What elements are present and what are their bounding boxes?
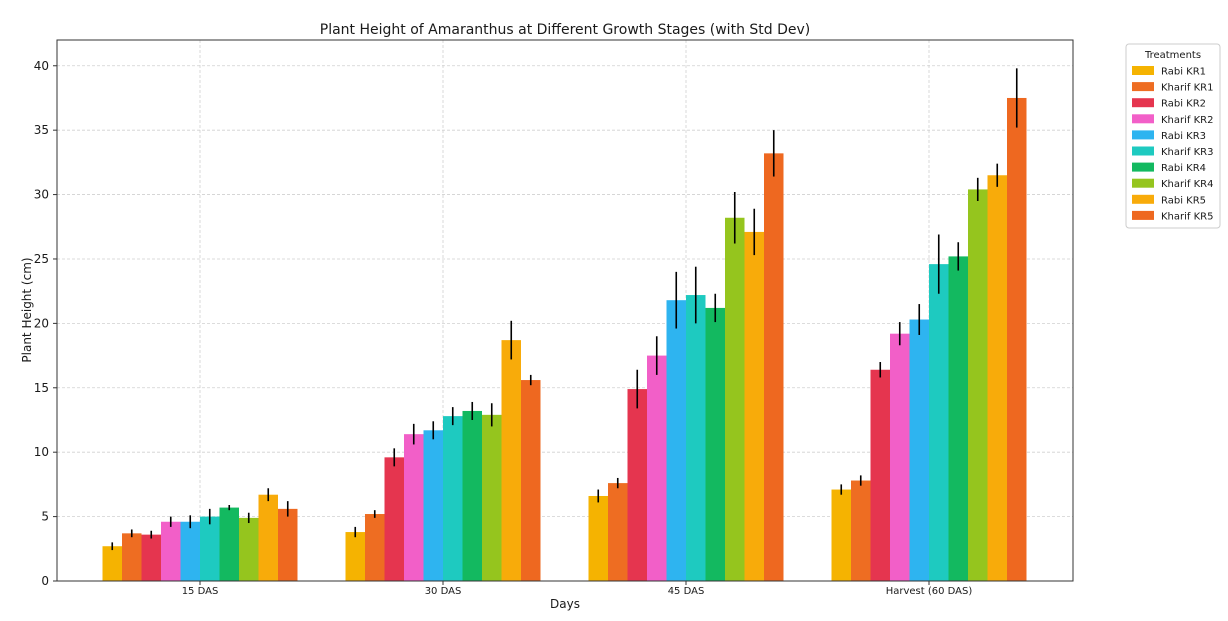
- bar: [851, 480, 871, 581]
- bar: [987, 175, 1007, 581]
- bar: [948, 256, 968, 581]
- bar: [1007, 97, 1027, 581]
- bar: [443, 416, 463, 581]
- legend-title: Treatments: [1144, 50, 1201, 61]
- bar: [102, 546, 122, 581]
- bar: [686, 295, 706, 581]
- bar: [968, 189, 988, 581]
- bar: [647, 355, 667, 581]
- legend-label: Kharif KR5: [1161, 211, 1213, 222]
- y-tick-label: 35: [34, 123, 49, 137]
- y-tick-label: 15: [34, 381, 49, 395]
- y-tick-label: 40: [34, 59, 49, 73]
- bar: [200, 516, 220, 581]
- legend-swatch: [1132, 162, 1154, 172]
- bar: [404, 434, 424, 581]
- x-tick-label: 45 DAS: [668, 586, 705, 597]
- bar: [384, 457, 404, 581]
- legend-swatch: [1132, 194, 1154, 204]
- y-tick-label: 0: [41, 574, 49, 588]
- bar: [239, 517, 259, 581]
- legend-label: Rabi KR1: [1161, 67, 1206, 78]
- legend-swatch: [1132, 82, 1154, 92]
- legend-label: Kharif KR2: [1161, 115, 1213, 126]
- bar: [831, 489, 851, 581]
- bar: [219, 507, 239, 581]
- bar: [588, 495, 608, 581]
- bar: [764, 153, 784, 581]
- legend-label: Kharif KR1: [1161, 83, 1213, 94]
- legend-label: Rabi KR4: [1161, 163, 1206, 174]
- y-tick-label: 25: [34, 252, 49, 266]
- bar: [258, 494, 278, 581]
- bar: [627, 389, 647, 581]
- legend-label: Rabi KR5: [1161, 195, 1206, 206]
- bar: [462, 410, 482, 581]
- bars: [102, 97, 1027, 581]
- bar: [141, 534, 161, 581]
- bar: [909, 319, 929, 581]
- bar: [666, 300, 686, 581]
- bar: [705, 307, 725, 581]
- x-tick-label: 15 DAS: [182, 586, 219, 597]
- bar: [278, 508, 298, 581]
- bar: [365, 514, 385, 581]
- bar: [501, 340, 521, 581]
- bar: [345, 532, 365, 581]
- x-tick-label: Harvest (60 DAS): [886, 586, 973, 597]
- legend: Treatments Rabi KR1 Kharif KR1 Rabi KR2 Kha…: [1125, 43, 1221, 229]
- error-bars: [111, 68, 1018, 551]
- legend-swatch: [1132, 66, 1154, 75]
- x-axis-label: Days: [550, 597, 580, 611]
- legend-swatch: [1132, 130, 1154, 140]
- legend-swatch: [1132, 98, 1154, 108]
- bar: [482, 414, 502, 581]
- bar: [521, 380, 541, 581]
- legend-swatch: [1132, 178, 1154, 188]
- x-axis: 15 DAS 30 DAS 45 DAS Harvest (60 DAS): [182, 581, 973, 597]
- bar: [161, 521, 181, 581]
- bar: [929, 264, 949, 581]
- plot-frame: [56, 39, 1074, 582]
- legend-label: Rabi KR2: [1161, 99, 1206, 110]
- legend-swatch: [1132, 210, 1154, 220]
- chart-title: Plant Height of Amaranthus at Different …: [320, 22, 811, 38]
- bar: [890, 333, 910, 581]
- x-tick-label: 30 DAS: [425, 586, 462, 597]
- y-axis-label: Plant Height (cm): [20, 257, 34, 362]
- legend-swatch: [1132, 146, 1154, 156]
- legend-swatch: [1132, 114, 1154, 124]
- bar: [608, 483, 628, 581]
- bar: [423, 430, 443, 581]
- bar: [725, 217, 745, 581]
- bar: [122, 533, 142, 581]
- bar: [870, 369, 890, 581]
- y-tick-label: 10: [34, 445, 49, 459]
- bar: [180, 521, 200, 581]
- bar: [744, 231, 764, 581]
- legend-label: Rabi KR3: [1161, 131, 1206, 142]
- legend-label: Kharif KR3: [1161, 147, 1213, 158]
- legend-label: Kharif KR4: [1161, 179, 1213, 190]
- y-tick-label: 5: [41, 510, 49, 524]
- y-axis: 0 5 10 15 20 25 30 35 40: [34, 59, 57, 588]
- y-tick-label: 20: [34, 316, 49, 330]
- y-tick-label: 30: [34, 188, 49, 202]
